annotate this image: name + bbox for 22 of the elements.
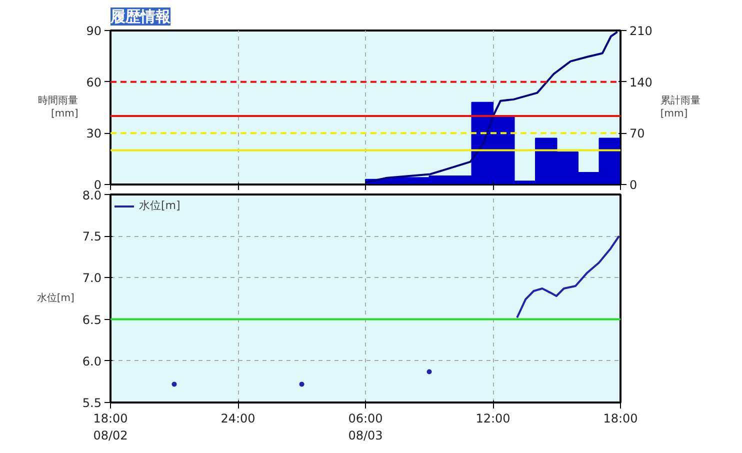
y-tick-label: 6.0 <box>82 354 102 368</box>
y-tick-label: 60 <box>86 75 102 90</box>
chart-title: 履歴情報 <box>110 8 172 26</box>
x-tick-label: 24:00 <box>220 412 256 426</box>
y-tick-label: 30 <box>86 126 102 141</box>
y-tick-label: 6.5 <box>82 312 102 327</box>
x-tick-label: 18:00 <box>603 412 638 426</box>
x-tick-label: 12:00 <box>476 412 510 426</box>
y-axis-title: 水位[m] <box>36 292 75 304</box>
y2-tick-label: 0 <box>630 178 638 192</box>
legend-label: 水位[m] <box>139 198 180 213</box>
x-tick-label: 06:00 08/03 <box>348 412 383 442</box>
y-tick-label: 5.5 <box>82 396 102 410</box>
y-axis-title: 時間雨量 [mm] <box>38 94 78 120</box>
y2-axis-title: 累計雨量 [mm] <box>660 94 700 120</box>
y2-tick-label: 70 <box>630 126 645 141</box>
y2-tick-label: 210 <box>630 24 652 38</box>
y-tick-label: 7.0 <box>82 271 102 286</box>
y-tick-label: 7.5 <box>82 230 102 244</box>
y2-tick-label: 140 <box>630 75 652 90</box>
y-tick-label: 90 <box>86 24 102 38</box>
x-tick-label: 18:00 08/02 <box>93 412 128 442</box>
